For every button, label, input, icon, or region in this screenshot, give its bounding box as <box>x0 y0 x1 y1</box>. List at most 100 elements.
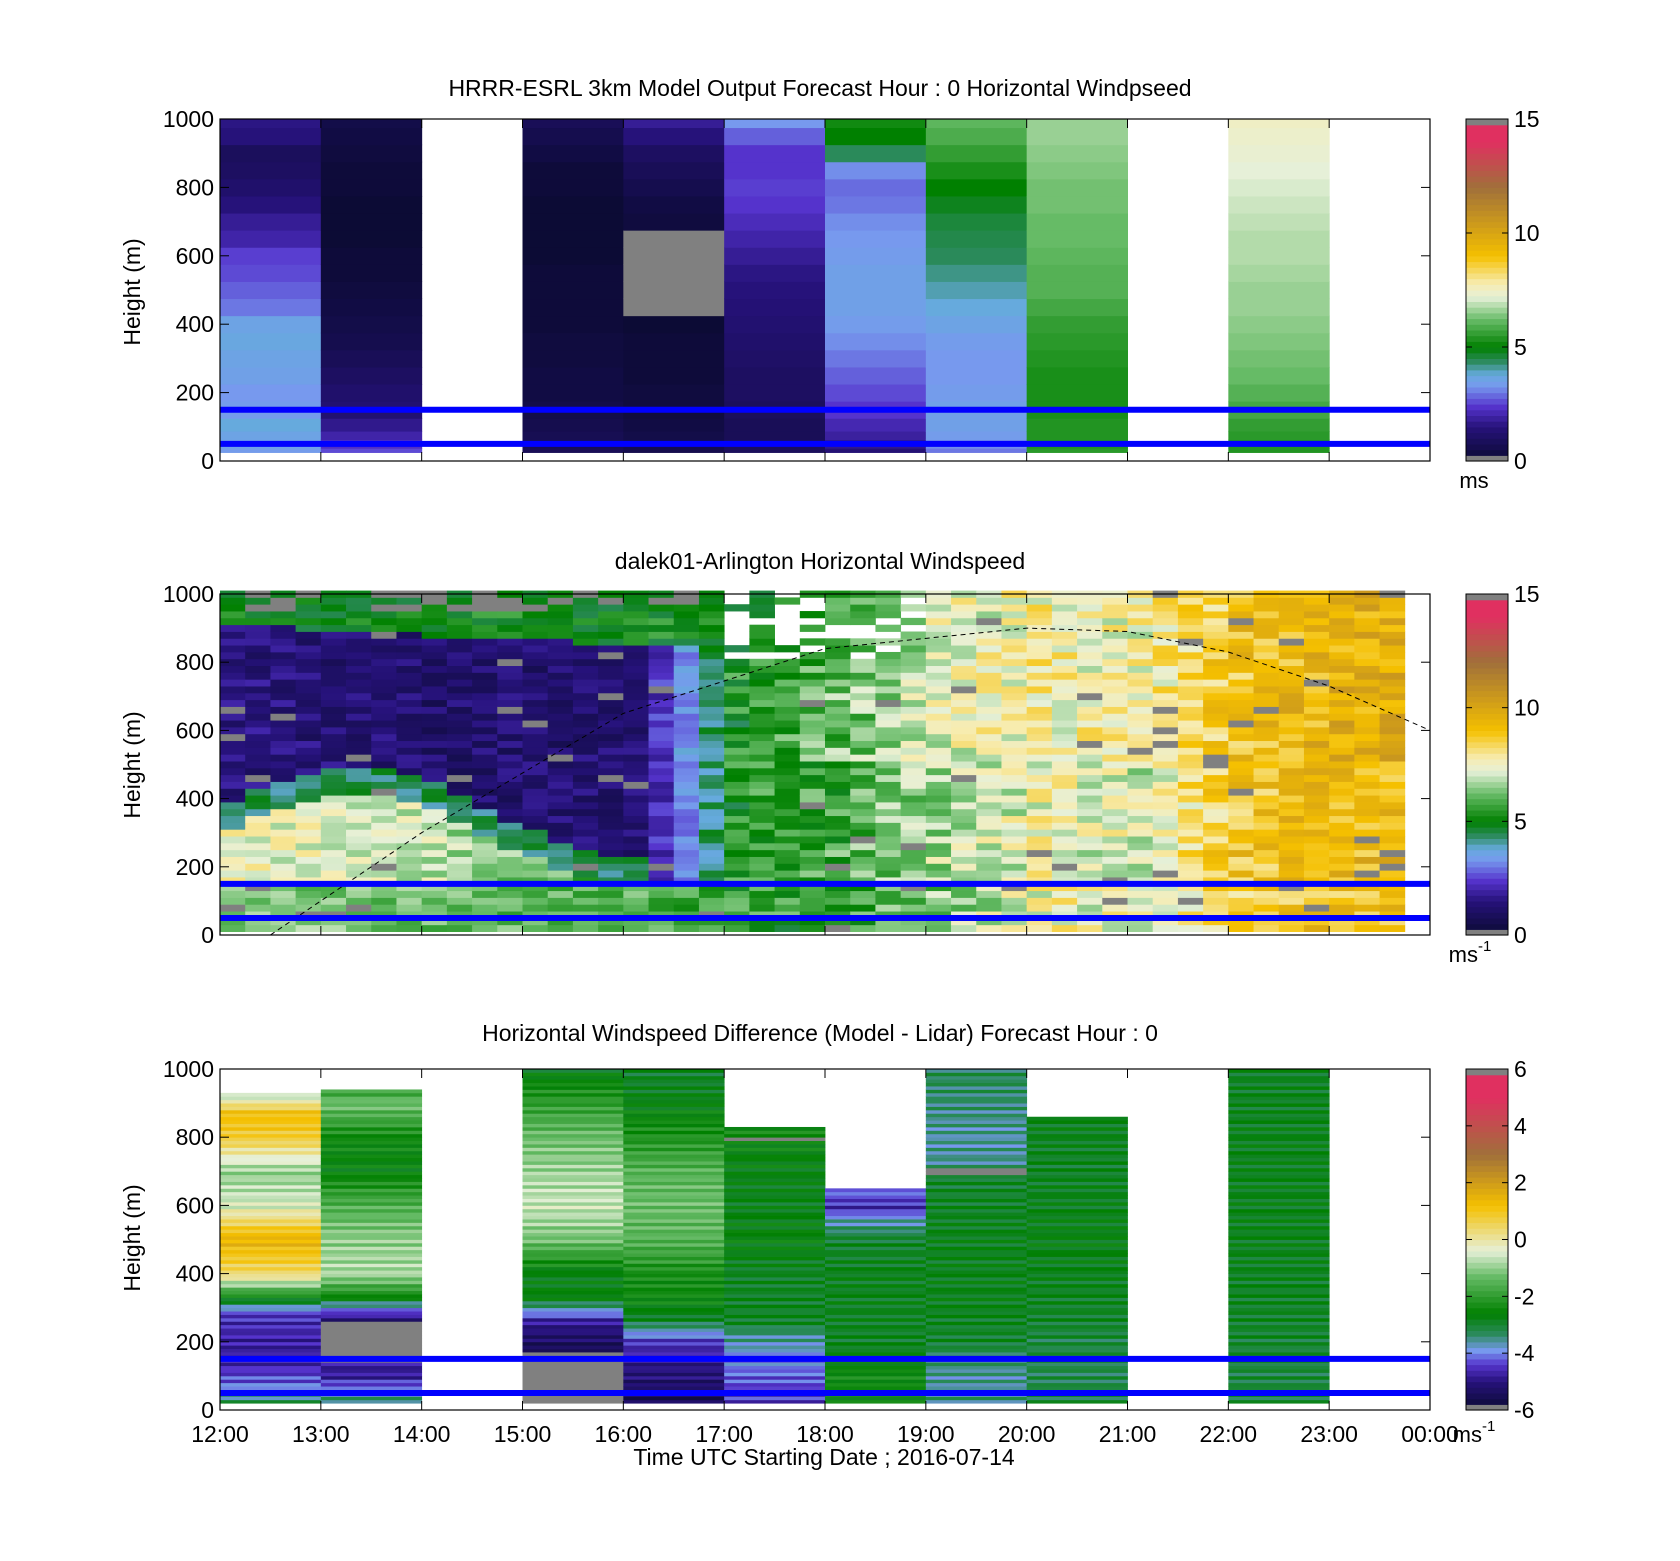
lidar-cell <box>295 651 322 660</box>
difference-cell <box>220 1297 322 1302</box>
difference-cell <box>825 1256 927 1261</box>
lidar-cell <box>472 781 498 789</box>
model-cell <box>1228 418 1330 432</box>
difference-cell <box>623 1161 725 1165</box>
lidar-cell <box>421 849 448 857</box>
model-cell <box>522 195 624 214</box>
difference-cell <box>825 1314 927 1319</box>
lidar-cell <box>1379 679 1406 687</box>
difference-cell <box>220 1328 322 1332</box>
lidar-cell <box>446 740 473 748</box>
difference-cell <box>320 1229 423 1234</box>
lidar-cell <box>598 849 624 857</box>
colorbar-segment <box>1466 1262 1508 1269</box>
lidar-cell <box>698 720 725 728</box>
lidar-cell <box>1026 726 1053 735</box>
lidar-cell <box>1354 924 1380 932</box>
lidar-cell <box>1278 740 1305 748</box>
lidar-cell <box>875 863 902 871</box>
lidar-cell <box>1001 870 1028 878</box>
lidar-cell <box>497 699 523 707</box>
lidar-cell <box>1127 624 1154 632</box>
lidar-cell <box>1152 686 1179 694</box>
lidar-cell <box>1102 877 1128 885</box>
y-tick-label: 800 <box>176 1124 214 1150</box>
lidar-cell <box>270 781 297 789</box>
colorbar-segment <box>1466 1284 1508 1292</box>
lidar-cell <box>1379 795 1406 803</box>
lidar-cell <box>421 808 448 817</box>
lidar-cell <box>598 726 624 735</box>
lidar-cell <box>1127 788 1154 796</box>
lidar-cell <box>1228 822 1254 830</box>
lidar-cell <box>295 870 322 878</box>
model-cell <box>320 144 423 163</box>
colorbar-segment <box>1466 639 1508 646</box>
difference-cell <box>724 1219 826 1223</box>
lidar-cell <box>623 911 649 919</box>
difference-cell <box>623 1144 725 1148</box>
lidar-cell <box>1051 808 1078 817</box>
lidar-cell <box>1329 672 1355 680</box>
lidar-cell <box>245 672 271 680</box>
lidar-cell <box>497 645 523 653</box>
lidar-cell <box>421 638 448 646</box>
lidar-cell <box>547 788 574 796</box>
x-tick-label: 17:00 <box>695 1421 753 1447</box>
difference-cell <box>522 1352 624 1356</box>
lidar-cell <box>1077 665 1103 673</box>
lidar-cell <box>547 890 574 898</box>
lidar-cell <box>951 658 977 667</box>
lidar-cell <box>850 829 876 837</box>
lidar-cell <box>1026 917 1053 926</box>
lidar-cell <box>220 917 246 926</box>
lidar-cell <box>976 829 1002 837</box>
lidar-cell <box>522 924 549 932</box>
colorbar-segment <box>1466 1182 1508 1189</box>
model-cell <box>220 366 322 385</box>
lidar-cell <box>976 774 1002 782</box>
lidar-cell <box>1152 665 1179 673</box>
difference-cell <box>1026 1236 1128 1240</box>
difference-cell <box>220 1311 322 1315</box>
lidar-cell <box>1329 904 1355 912</box>
difference-cell <box>623 1259 725 1264</box>
lidar-cell <box>1026 870 1053 878</box>
difference-cell <box>724 1328 826 1332</box>
lidar-cell <box>421 713 448 721</box>
colorbar-segment <box>1466 1398 1508 1405</box>
lidar-cell <box>245 883 271 892</box>
difference-cell <box>320 1092 423 1097</box>
lidar-cell <box>371 645 397 653</box>
lidar-cell <box>522 911 549 919</box>
lidar-cell <box>295 624 322 632</box>
model-cell <box>320 431 423 441</box>
lidar-cell <box>1077 604 1103 612</box>
lidar-cell <box>799 761 826 769</box>
difference-cell <box>1026 1205 1128 1210</box>
difference-cell <box>320 1246 423 1251</box>
lidar-cell <box>522 651 549 660</box>
model-cell <box>925 230 1028 248</box>
lidar-cell <box>1102 767 1128 776</box>
model-cell <box>925 448 1028 453</box>
lidar-cell <box>522 781 549 789</box>
lidar-cell <box>623 754 649 762</box>
model-cell <box>1026 332 1128 351</box>
lidar-cell <box>497 890 523 898</box>
lidar-cell <box>270 624 297 632</box>
lidar-cell <box>1303 890 1330 898</box>
difference-cell <box>1026 1331 1128 1336</box>
lidar-cell <box>1127 856 1154 864</box>
difference-cell <box>522 1137 624 1142</box>
lidar-cell <box>1127 617 1154 626</box>
lidar-cell <box>1303 638 1330 646</box>
difference-cell <box>1026 1328 1128 1332</box>
lidar-cell <box>598 870 624 878</box>
difference-cell <box>522 1287 624 1292</box>
lidar-cell <box>724 795 750 803</box>
lidar-cell <box>472 631 498 639</box>
lidar-cell <box>1051 761 1078 769</box>
lidar-cell <box>1354 822 1380 830</box>
lidar-cell <box>1253 856 1280 864</box>
